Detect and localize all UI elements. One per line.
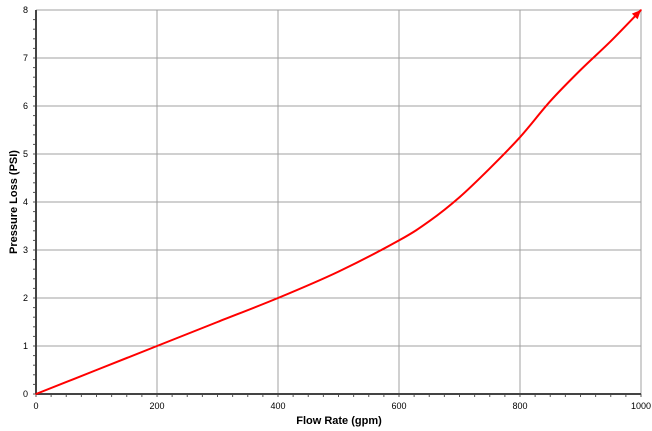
data-point xyxy=(156,345,158,347)
series-end-arrow xyxy=(631,10,641,20)
y-axis-title: Pressure Loss (PSI) xyxy=(8,150,20,254)
data-point xyxy=(35,393,37,395)
y-tick-label: 6 xyxy=(23,101,28,111)
y-tick-label: 5 xyxy=(23,149,28,159)
data-point xyxy=(337,270,340,273)
x-tick-label: 200 xyxy=(149,401,164,411)
data-point xyxy=(519,136,521,138)
tick-labels: 0 200 400 600 800 1000 0 1 2 3 4 5 6 7 8 xyxy=(23,5,651,411)
data-point xyxy=(458,196,461,198)
series-layer xyxy=(35,9,642,395)
data-point xyxy=(640,9,642,11)
y-tick-label: 1 xyxy=(23,341,28,351)
axes xyxy=(33,10,642,397)
data-point xyxy=(398,239,400,242)
y-tick-label: 4 xyxy=(23,197,28,207)
y-tick-label: 2 xyxy=(23,293,28,303)
data-point xyxy=(549,100,552,102)
data-point xyxy=(428,220,431,222)
grid xyxy=(36,9,642,394)
x-tick-label: 1000 xyxy=(631,401,651,411)
x-tick-label: 600 xyxy=(391,401,406,411)
data-point xyxy=(95,369,98,371)
data-point xyxy=(579,69,582,71)
y-tick-label: 8 xyxy=(23,5,28,15)
data-point xyxy=(277,297,279,299)
data-point xyxy=(609,40,612,42)
y-tick-label: 0 xyxy=(23,389,28,399)
y-tick-label: 7 xyxy=(23,53,28,63)
x-axis-title: Flow Rate (gpm) xyxy=(296,415,382,427)
series-line xyxy=(35,9,642,395)
x-tick-label: 800 xyxy=(512,401,527,411)
x-tick-label: 0 xyxy=(33,401,38,411)
y-tick-label: 3 xyxy=(23,245,28,255)
data-point xyxy=(216,321,219,323)
data-point xyxy=(488,167,491,170)
x-tick-label: 400 xyxy=(270,401,285,411)
